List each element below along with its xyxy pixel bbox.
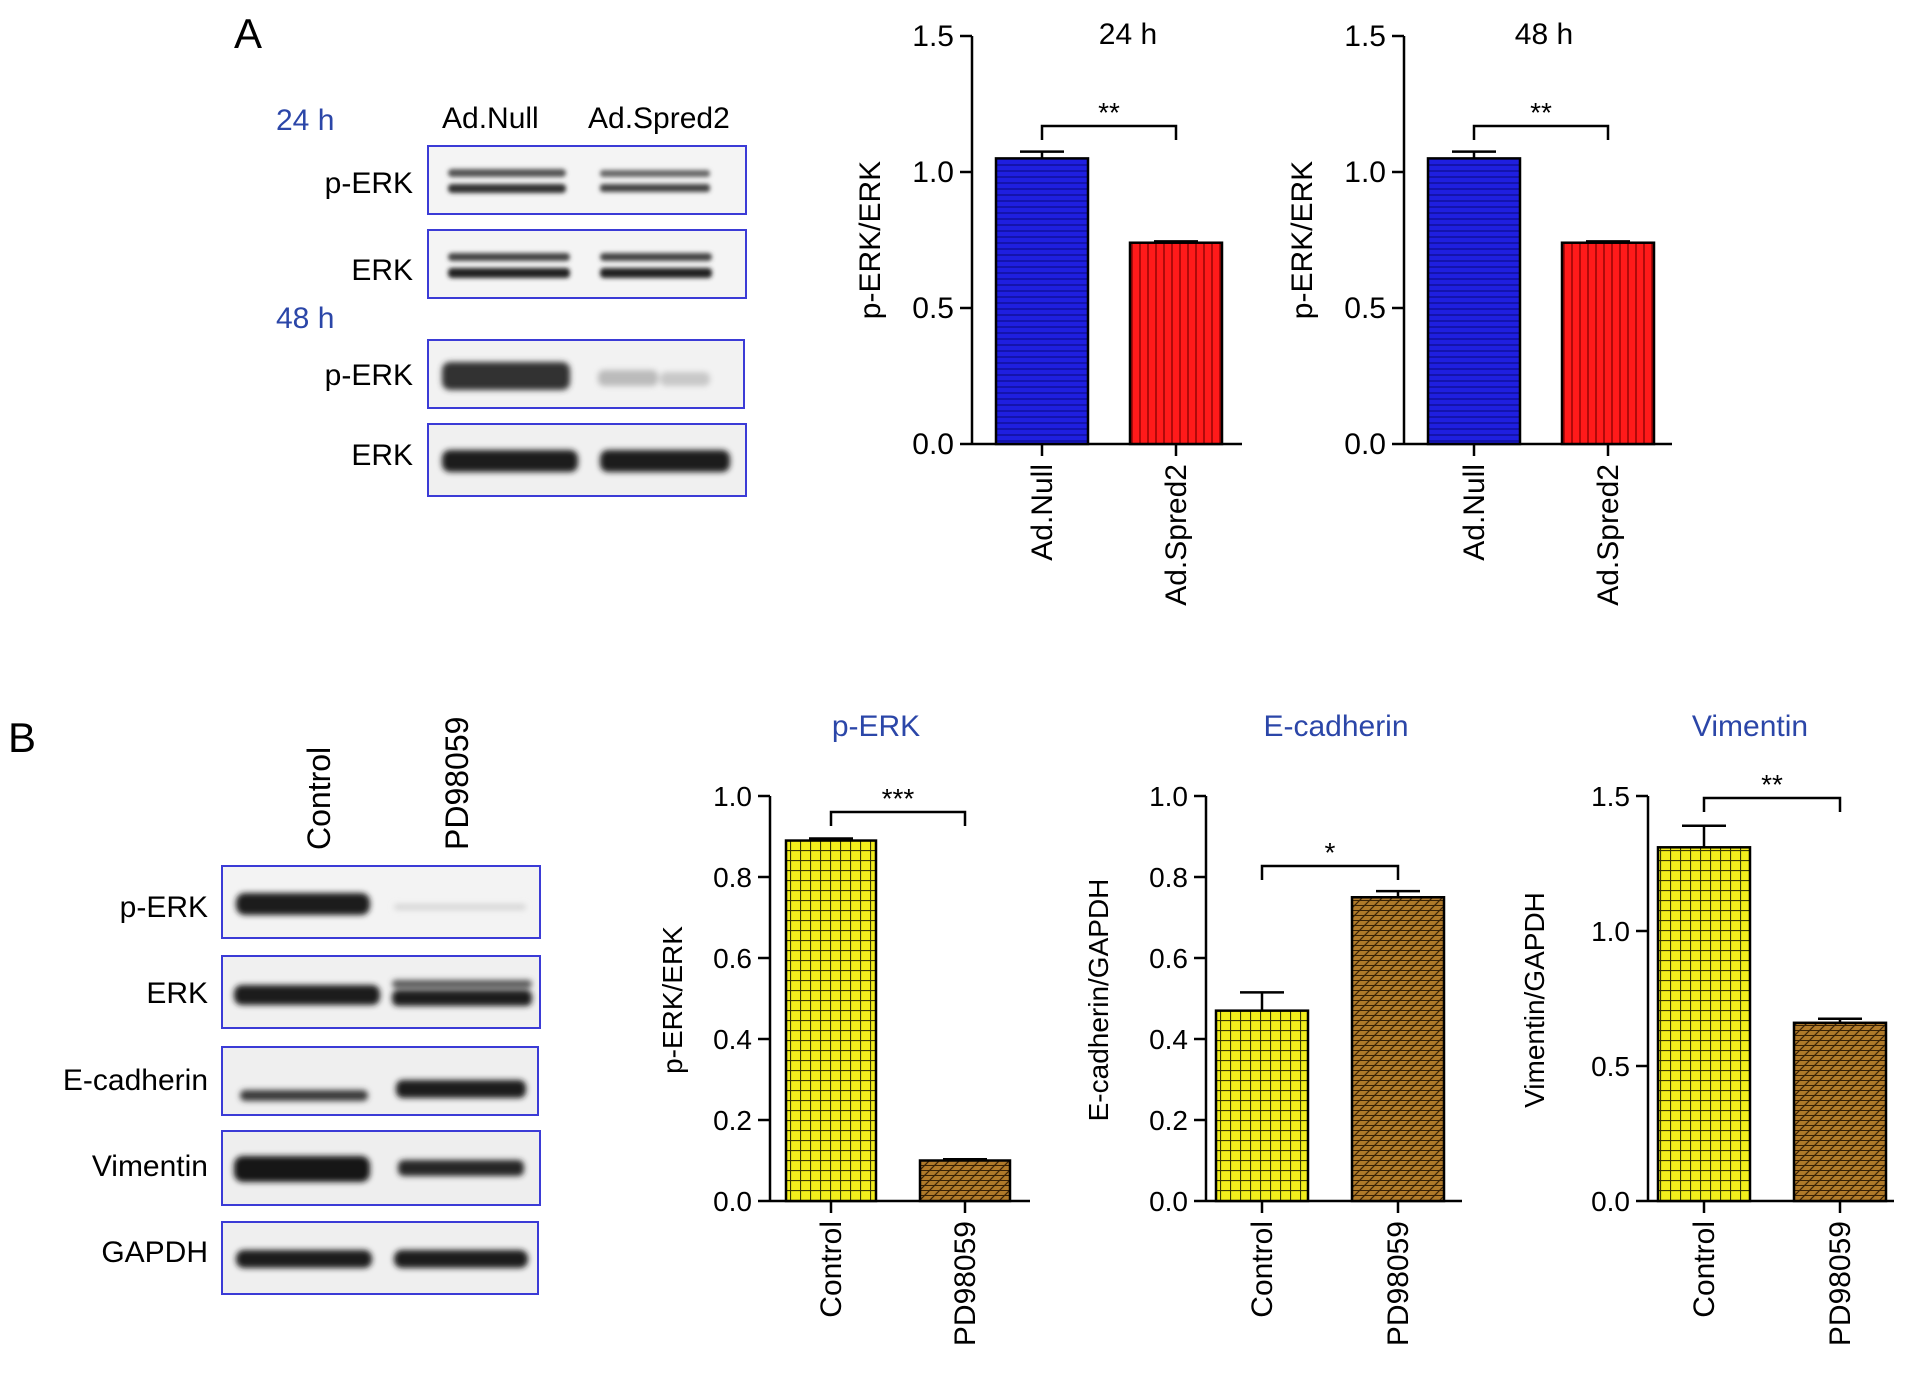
bar-ad-null: [1426, 157, 1522, 446]
x-tick-label: Ad.Spred2: [1160, 464, 1193, 606]
y-tick-label: 1.0: [1149, 781, 1188, 812]
x-tick-label: PD98059: [949, 1221, 982, 1346]
chart-1: 24 h p-ERK/ERK 0.0 0.5 1.0 1.5 Ad.Null Ad.Spred…: [854, 18, 1242, 606]
x-tick-label: PD98059: [1824, 1221, 1857, 1346]
y-tick-label: 0.4: [1149, 1024, 1188, 1055]
y-tick-label: 0.2: [713, 1105, 752, 1136]
blot-b: Control PD98059 p-ERK ERK E-cadherin: [63, 717, 541, 1295]
blot-b-col-label-pd98059: PD98059: [439, 717, 475, 850]
y-tick-label: 0.8: [713, 862, 752, 893]
panel-label-a: A: [234, 10, 262, 57]
y-tick-label: 0.5: [1591, 1051, 1630, 1082]
blot-b-strip-ecadherin: [221, 1046, 539, 1116]
y-tick-label: 0.0: [713, 1186, 752, 1217]
significance-label: **: [1761, 769, 1783, 800]
significance-bracket: [1472, 124, 1610, 140]
chart-title: p-ERK: [832, 710, 920, 743]
x-tick-label: Ad.Null: [1026, 464, 1059, 561]
y-tick-label: 1.5: [912, 20, 954, 53]
blot-a-col-label-adspred2: Ad.Spred2: [588, 102, 730, 135]
y-axis-label: p-ERK/ERK: [657, 926, 688, 1074]
bar-pd98059: [918, 1159, 1012, 1203]
y-tick-label: 0.0: [1344, 428, 1386, 461]
chart-2: 48 h p-ERK/ERK 0.0 0.5 1.0 1.5 Ad.Null Ad.Spred…: [1286, 18, 1672, 606]
blot-a-time-24: 24 h: [276, 104, 334, 137]
chart-title: 24 h: [1099, 18, 1157, 51]
blot-a-row-label-perk-48: p-ERK: [325, 359, 413, 392]
y-tick-label: 1.0: [1591, 916, 1630, 947]
chart-4: E-cadherin E-cadherin/GAPDH 0.0 0.2 0.4 0.6 0.…: [1083, 710, 1462, 1346]
bar-control: [1214, 1009, 1310, 1203]
x-tick-label: PD98059: [1382, 1221, 1415, 1346]
significance-label: **: [1098, 97, 1120, 128]
blot-a-strip-erk-24: [427, 229, 747, 299]
bar-ad-spred2: [1128, 241, 1224, 446]
blot-a-time-48: 48 h: [276, 302, 334, 335]
blot-b-col-label-control: Control: [301, 747, 337, 850]
y-axis-label: Vimentin/GAPDH: [1519, 892, 1550, 1108]
y-tick-label: 0.0: [912, 428, 954, 461]
y-tick-label: 1.0: [912, 156, 954, 189]
bar-ad-spred2: [1560, 241, 1656, 446]
x-tick-label: Ad.Null: [1458, 464, 1491, 561]
bar-pd98059: [1792, 1021, 1888, 1203]
significance-bracket: [1040, 124, 1178, 140]
blot-a-strip-perk-24: [427, 145, 747, 215]
y-tick-label: 0.0: [1591, 1186, 1630, 1217]
bar-control: [1656, 846, 1752, 1203]
blot-b-strip-perk: [221, 865, 541, 939]
chart-5: Vimentin Vimentin/GAPDH 0.0 0.5 1.0 1.5 Contro…: [1519, 710, 1894, 1346]
y-tick-label: 0.2: [1149, 1105, 1188, 1136]
y-tick-label: 1.0: [713, 781, 752, 812]
x-tick-label: Control: [1246, 1221, 1279, 1318]
significance-label: *: [1325, 837, 1336, 868]
blot-b-strip-vimentin: [221, 1130, 541, 1206]
y-axis-label: p-ERK/ERK: [1286, 161, 1319, 319]
blot-a-row-label-perk-24: p-ERK: [325, 167, 413, 200]
blot-a: 24 h Ad.Null Ad.Spred2 p-ERK ERK 4: [276, 102, 747, 497]
y-axis-label: E-cadherin/GAPDH: [1083, 879, 1114, 1122]
chart-title: E-cadherin: [1263, 710, 1408, 743]
blot-b-strip-gapdh: [221, 1221, 539, 1295]
panel-label-b: B: [8, 714, 36, 761]
significance-label: ***: [882, 783, 915, 814]
significance-label: **: [1530, 97, 1552, 128]
y-tick-label: 0.5: [912, 292, 954, 325]
blot-a-strip-perk-48: [427, 339, 745, 409]
y-tick-label: 0.6: [713, 943, 752, 974]
blot-b-row-label-gapdh: GAPDH: [101, 1236, 208, 1269]
blot-a-col-label-adnull: Ad.Null: [442, 102, 539, 135]
y-tick-label: 1.5: [1344, 20, 1386, 53]
x-tick-label: Control: [1688, 1221, 1721, 1318]
significance-bracket: [829, 810, 967, 826]
chart-title: 48 h: [1515, 18, 1573, 51]
y-tick-label: 0.8: [1149, 862, 1188, 893]
y-axis-label: p-ERK/ERK: [854, 161, 887, 319]
blot-b-strip-erk: [221, 955, 541, 1029]
y-tick-label: 1.5: [1591, 781, 1630, 812]
bar-control: [784, 839, 878, 1203]
y-tick-label: 0.6: [1149, 943, 1188, 974]
y-tick-label: 0.5: [1344, 292, 1386, 325]
y-tick-label: 0.0: [1149, 1186, 1188, 1217]
blot-b-row-label-ecadherin: E-cadherin: [63, 1064, 208, 1097]
charts: 24 h p-ERK/ERK 0.0 0.5 1.0 1.5 Ad.Null Ad.Spred…: [657, 18, 1894, 1346]
bar-pd98059: [1350, 896, 1446, 1203]
blot-b-row-label-perk: p-ERK: [120, 891, 208, 924]
blot-a-row-label-erk-24: ERK: [351, 254, 413, 287]
x-tick-label: Ad.Spred2: [1592, 464, 1625, 606]
y-tick-label: 1.0: [1344, 156, 1386, 189]
significance-bracket: [1260, 864, 1400, 880]
bar-ad-null: [994, 157, 1090, 446]
blot-b-row-label-erk: ERK: [146, 977, 208, 1010]
blot-a-strip-erk-48: [427, 423, 747, 497]
y-tick-label: 0.4: [713, 1024, 752, 1055]
x-tick-label: Control: [815, 1221, 848, 1318]
chart-title: Vimentin: [1692, 710, 1808, 743]
significance-bracket: [1702, 796, 1842, 812]
blot-a-row-label-erk-48: ERK: [351, 439, 413, 472]
chart-3: p-ERK p-ERK/ERK 0.0 0.2 0.4 0.6 0.8 1.0 Control P…: [657, 710, 1030, 1346]
blot-b-row-label-vimentin: Vimentin: [92, 1150, 208, 1183]
